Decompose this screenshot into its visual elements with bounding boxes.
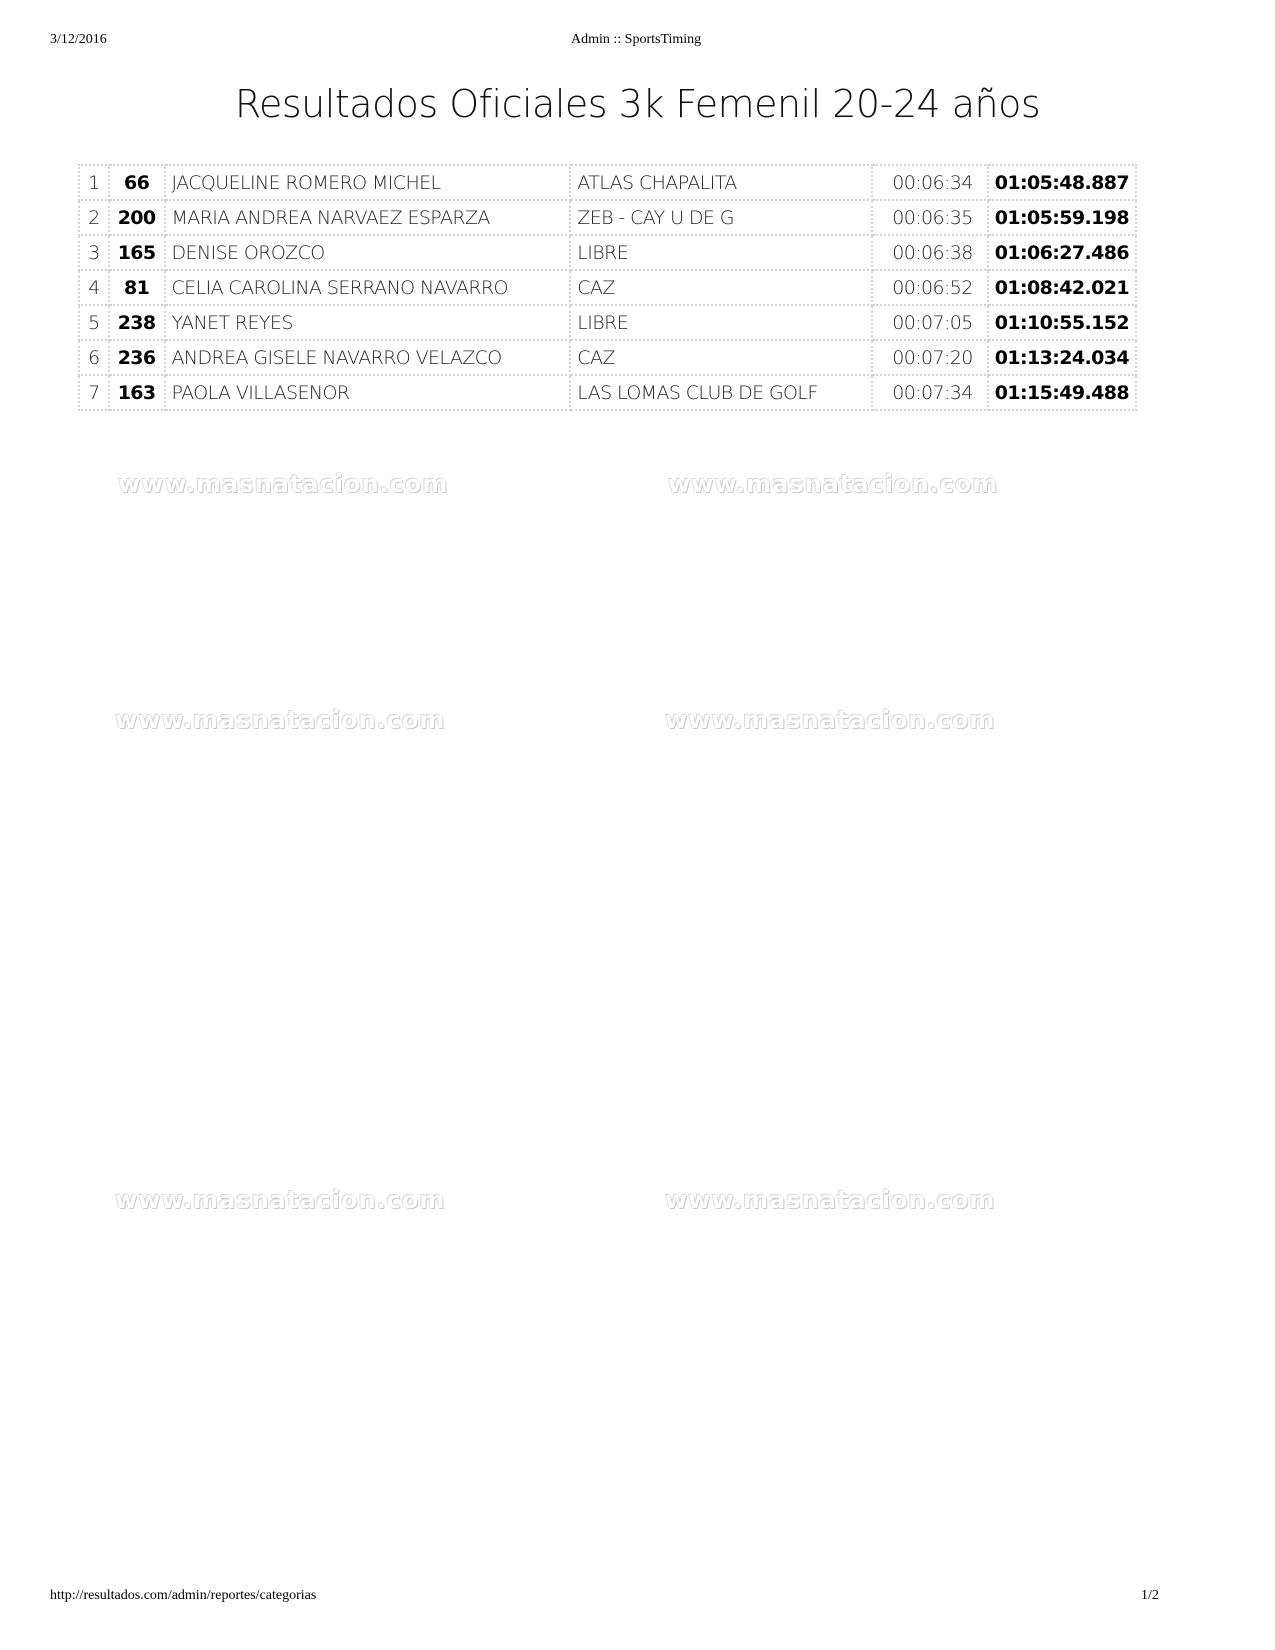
- pace-cell: 00:06:52: [870, 269, 989, 306]
- results-table: 1 66 JACQUELINE ROMERO MICHEL ATLAS CHAPALI…: [78, 164, 1138, 411]
- pace-cell: 00:07:34: [870, 374, 989, 411]
- pace-cell: 00:06:35: [870, 199, 989, 236]
- name-cell: DENISE OROZCO: [163, 234, 572, 271]
- pace-cell: 00:07:05: [870, 304, 989, 341]
- club-cell: LAS LOMAS CLUB DE GOLF: [569, 374, 873, 411]
- bib-cell: 81: [107, 269, 166, 306]
- club-cell: LIBRE: [569, 234, 873, 271]
- bib-cell: 163: [107, 374, 166, 411]
- table-row: 4 81 CELIA CAROLINA SERRANO NAVARRO CAZ 00:0…: [78, 269, 1138, 306]
- footer-url: http://resultados.com/admin/reportes/cat…: [50, 1588, 317, 1603]
- table-row: 1 66 JACQUELINE ROMERO MICHEL ATLAS CHAPALI…: [78, 164, 1138, 201]
- position-cell: 2: [78, 199, 110, 236]
- table-row: 6 236 ANDREA GISELE NAVARRO VELAZCO CAZ 00:0…: [78, 339, 1138, 376]
- table-row: 3 165 DENISE OROZCO LIBRE 00:06:38 01:06:27.4…: [78, 234, 1138, 271]
- position-cell: 1: [78, 164, 110, 201]
- time-cell: 01:08:42.021: [986, 269, 1138, 306]
- bib-cell: 66: [107, 164, 166, 201]
- table-row: 7 163 PAOLA VILLASENOR LAS LOMAS CLUB DE GO…: [78, 374, 1138, 411]
- position-cell: 5: [78, 304, 110, 341]
- table-row: 2 200 MARIA ANDREA NARVAEZ ESPARZA ZEB - CA…: [78, 199, 1138, 236]
- watermark: www.masnatacion.com: [115, 1186, 446, 1214]
- watermark: www.masnatacion.com: [665, 706, 996, 734]
- club-cell: ATLAS CHAPALITA: [569, 164, 873, 201]
- page-title: Resultados Oficiales 3k Femenil 20-24 añ…: [234, 82, 1041, 126]
- name-cell: MARIA ANDREA NARVAEZ ESPARZA: [163, 199, 572, 236]
- position-cell: 7: [78, 374, 110, 411]
- name-cell: JACQUELINE ROMERO MICHEL: [163, 164, 572, 201]
- name-cell: CELIA CAROLINA SERRANO NAVARRO: [163, 269, 572, 306]
- bib-cell: 165: [107, 234, 166, 271]
- time-cell: 01:06:27.486: [986, 234, 1138, 271]
- table-row: 5 238 YANET REYES LIBRE 00:07:05 01:10:55.152: [78, 304, 1138, 341]
- club-cell: CAZ: [569, 269, 873, 306]
- position-cell: 4: [78, 269, 110, 306]
- time-cell: 01:13:24.034: [986, 339, 1138, 376]
- bib-cell: 238: [107, 304, 166, 341]
- page-number: 1/2: [1141, 1588, 1159, 1603]
- time-cell: 01:05:48.887: [986, 164, 1138, 201]
- watermark: www.masnatacion.com: [118, 470, 449, 498]
- position-cell: 6: [78, 339, 110, 376]
- name-cell: ANDREA GISELE NAVARRO VELAZCO: [163, 339, 572, 376]
- time-cell: 01:10:55.152: [986, 304, 1138, 341]
- name-cell: YANET REYES: [163, 304, 572, 341]
- club-cell: ZEB - CAY U DE G: [569, 199, 873, 236]
- club-cell: CAZ: [569, 339, 873, 376]
- watermark: www.masnatacion.com: [668, 470, 999, 498]
- pace-cell: 00:06:38: [870, 234, 989, 271]
- position-cell: 3: [78, 234, 110, 271]
- bib-cell: 236: [107, 339, 166, 376]
- watermark: www.masnatacion.com: [115, 706, 446, 734]
- print-date: 3/12/2016: [50, 32, 107, 47]
- pace-cell: 00:07:20: [870, 339, 989, 376]
- club-cell: LIBRE: [569, 304, 873, 341]
- bib-cell: 200: [107, 199, 166, 236]
- time-cell: 01:15:49.488: [986, 374, 1138, 411]
- name-cell: PAOLA VILLASENOR: [163, 374, 572, 411]
- time-cell: 01:05:59.198: [986, 199, 1138, 236]
- pace-cell: 00:06:34: [870, 164, 989, 201]
- print-title: Admin :: SportsTiming: [571, 32, 702, 47]
- watermark: www.masnatacion.com: [665, 1186, 996, 1214]
